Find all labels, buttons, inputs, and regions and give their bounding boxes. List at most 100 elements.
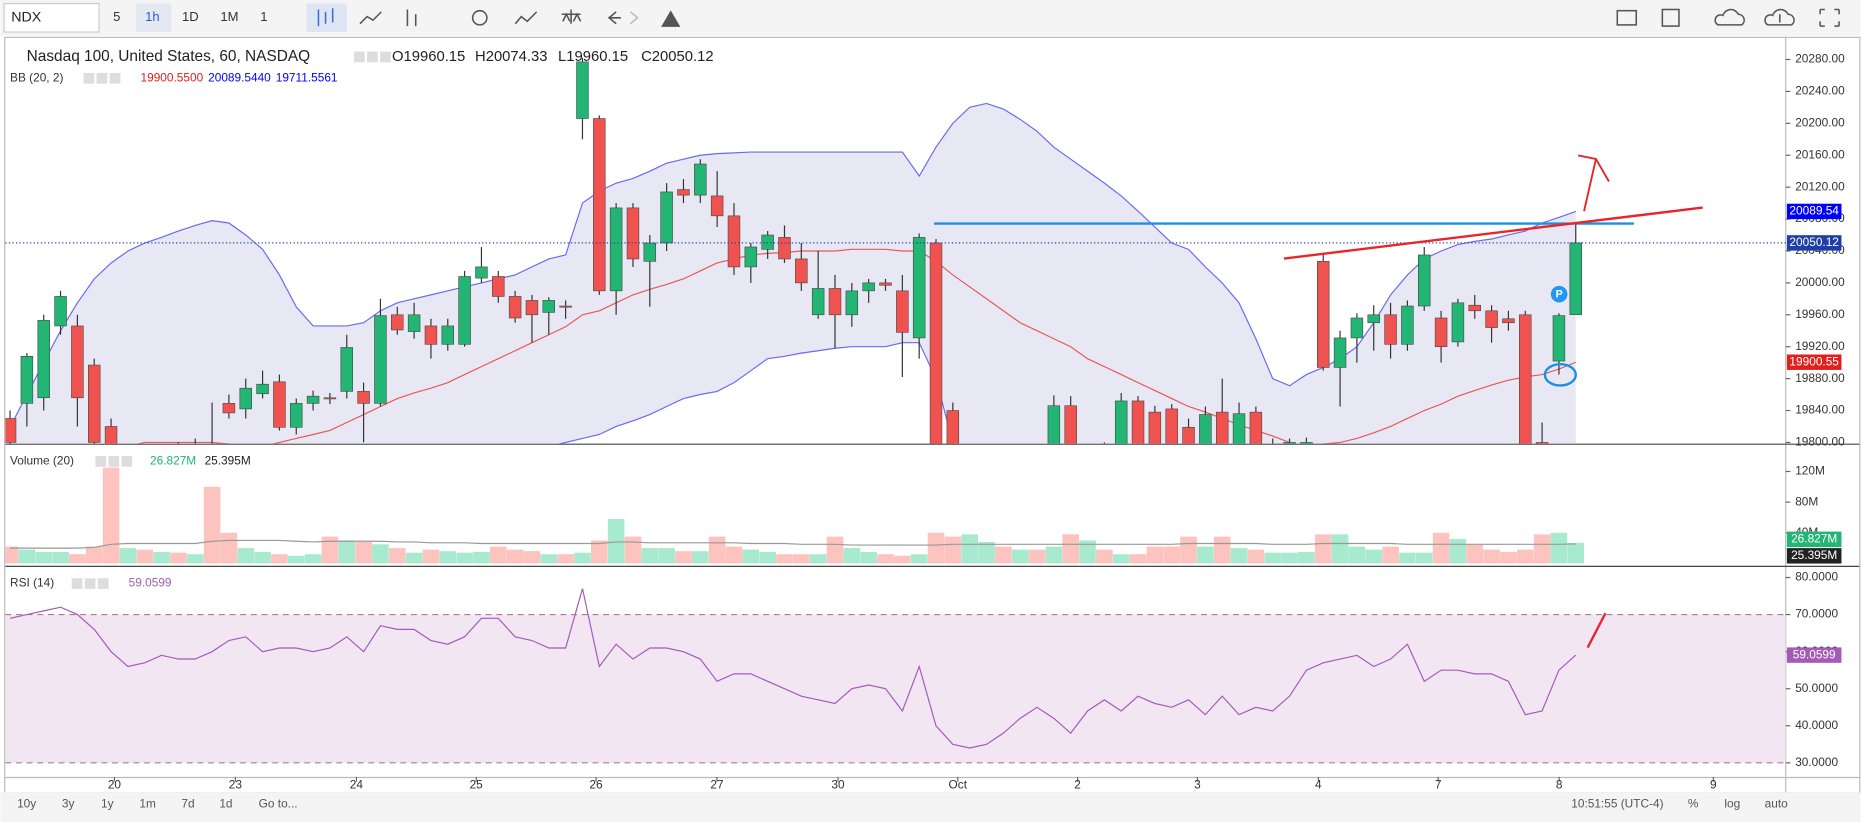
interval-button[interactable]: 5 [113, 9, 120, 24]
candle-body [1199, 414, 1212, 444]
x-tick-label: 27 [710, 777, 723, 791]
volume-bar [271, 554, 288, 564]
candle-body [1148, 411, 1162, 444]
ohlc-label: L19960.15 [558, 49, 628, 65]
interval-button[interactable]: 1h [145, 9, 160, 24]
y-tick-label: 20120.00 [1795, 179, 1845, 193]
legend-control[interactable] [83, 72, 95, 84]
legend-control[interactable] [109, 72, 121, 84]
axis-option[interactable]: log [1724, 796, 1740, 810]
volume-bar [1247, 549, 1265, 564]
axis-option[interactable]: % [1688, 796, 1699, 810]
candle-body [593, 118, 606, 292]
volume-bar [102, 467, 120, 564]
legend-control[interactable] [71, 578, 83, 589]
redo-icon[interactable] [629, 11, 639, 25]
legend-control[interactable] [354, 51, 365, 63]
candle-body [357, 391, 370, 404]
volume-bar [1331, 534, 1349, 564]
settings-icon[interactable] [471, 9, 488, 26]
volume-bar [843, 548, 861, 564]
interval-button[interactable]: 1M [220, 9, 238, 24]
indicator-icon[interactable] [514, 11, 538, 25]
range-button[interactable]: 1d [219, 796, 232, 810]
x-tick-label: 30 [831, 777, 845, 791]
y-tick-label: 19920.00 [1795, 339, 1845, 353]
axis-option[interactable]: auto [1765, 796, 1788, 810]
volume-bar [708, 536, 726, 564]
range-button[interactable]: 7d [181, 796, 194, 810]
candle-body [273, 381, 286, 428]
legend-control[interactable] [95, 456, 107, 467]
candle-body [37, 320, 50, 399]
compare-icon[interactable] [561, 9, 582, 24]
arrow-drawing[interactable] [1577, 154, 1610, 212]
load-icon[interactable] [1714, 8, 1745, 26]
volume-bar [1348, 546, 1366, 564]
range-button[interactable]: 3y [62, 796, 75, 810]
rsi-marker-box [1786, 647, 1842, 663]
interval-button[interactable]: 1D [182, 9, 199, 24]
candle-body [1519, 314, 1532, 444]
price-pane: Investing.com [5, 57, 1582, 444]
bar-icon[interactable] [406, 9, 417, 27]
volume-bar [1500, 551, 1517, 564]
bb-readout: 19900.5500 [141, 70, 204, 84]
volume-ma-marker: 25.395M [1791, 548, 1837, 562]
legend-control[interactable] [367, 51, 378, 63]
volume-bar [1096, 549, 1113, 564]
volume-legend: Volume (20) [10, 454, 74, 468]
volume-bar [624, 536, 642, 564]
y-tick-label: 19840.00 [1795, 403, 1845, 417]
volume-bar [1062, 534, 1079, 564]
symbol-box[interactable] [3, 2, 100, 33]
x-tick-label: 26 [589, 777, 603, 791]
legend-control[interactable] [96, 72, 108, 84]
undo-icon[interactable] [607, 11, 621, 25]
range-button[interactable]: 1y [101, 796, 114, 810]
y-tick-label: 80.0000 [1795, 570, 1838, 584]
candle-body [222, 403, 236, 414]
rsi-drawing[interactable] [1586, 612, 1607, 649]
price-marker-box [1786, 235, 1842, 251]
candle-type[interactable] [306, 3, 347, 33]
fullscreen-icon[interactable] [1819, 8, 1840, 27]
candle-body [1131, 400, 1145, 444]
legend-control[interactable] [84, 578, 96, 589]
layout-icon[interactable] [1661, 8, 1680, 27]
rsi-band [5, 614, 1786, 763]
candle-body [1283, 442, 1296, 444]
volume-bar [557, 554, 574, 564]
candle-body [778, 237, 791, 260]
legend-control[interactable] [97, 578, 109, 589]
circle-drawing[interactable] [1543, 362, 1577, 387]
candle-body [441, 325, 455, 345]
legend-control[interactable] [380, 51, 391, 63]
legend-control[interactable] [108, 456, 120, 467]
range-button[interactable]: Go to... [259, 796, 298, 810]
candle-body [1232, 413, 1246, 444]
camera-icon[interactable] [1616, 9, 1638, 26]
save-icon[interactable] [1764, 8, 1795, 26]
x-tick-label: 20 [108, 777, 122, 791]
active-interval [135, 3, 172, 33]
volume-bar [759, 551, 776, 564]
range-button[interactable]: 10y [17, 796, 36, 810]
trend-line[interactable] [1283, 206, 1703, 260]
legend-control[interactable] [121, 456, 133, 467]
rsi-line [9, 588, 1577, 749]
range-button[interactable]: 1m [139, 796, 156, 810]
interval-button[interactable]: 1 [260, 9, 267, 24]
volume-bar [119, 548, 137, 564]
y-tick-label: 19800.00 [1795, 435, 1845, 449]
candle-body [1418, 254, 1431, 307]
line-icon[interactable] [359, 11, 382, 25]
candle-body [811, 288, 825, 316]
chart-layer: NDX 5 1h 1D 1M 1 10y 3y 1y 1m 7d 1d Go to... 10:51:55… [5, 9, 1845, 810]
alert-icon[interactable] [661, 10, 681, 27]
volume-readout: 26.827M [150, 454, 196, 468]
volume-bar [1550, 532, 1568, 564]
candle-body [694, 163, 707, 196]
pivot-marker[interactable] [1550, 285, 1568, 303]
volume-marker-box [1786, 531, 1842, 548]
